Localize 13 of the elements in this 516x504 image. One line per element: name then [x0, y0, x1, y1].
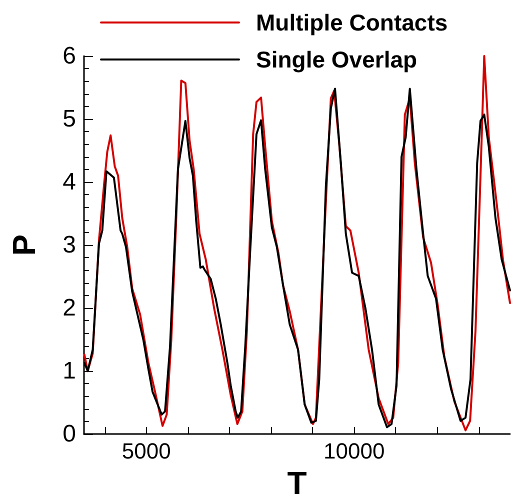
y-tick-label: 6 [62, 42, 76, 70]
y-tick-label: 2 [62, 294, 76, 322]
y-axis-title: P [6, 234, 42, 256]
x-tick-label: 5000 [122, 438, 171, 464]
y-tick-label: 4 [62, 168, 76, 196]
y-tick-label: 3 [62, 232, 76, 259]
y-tick-label: 5 [62, 106, 76, 133]
x-axis-title: T [287, 465, 308, 501]
y-tick-label: 0 [62, 420, 76, 448]
series-label: Single Overlap [256, 46, 418, 72]
series-label: Multiple Contacts [256, 10, 448, 36]
x-tick-label: 10000 [324, 438, 385, 464]
y-tick-label: 1 [62, 358, 76, 385]
